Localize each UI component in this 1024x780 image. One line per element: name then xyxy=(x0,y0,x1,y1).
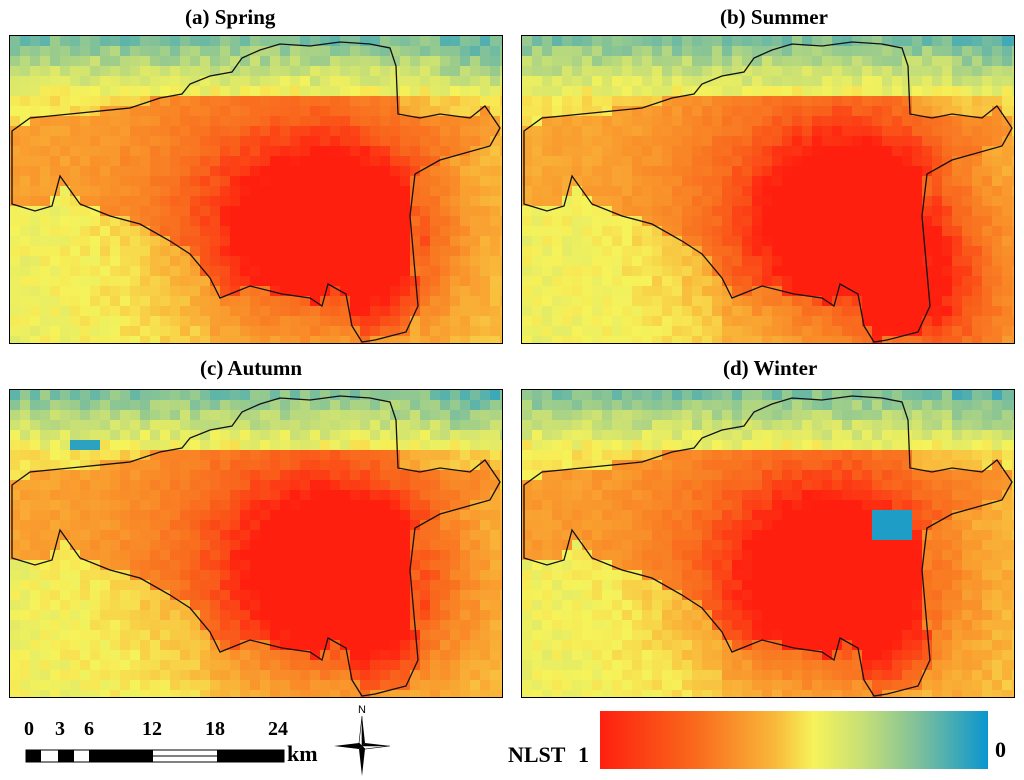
panel-title-summer: (b) Summer xyxy=(720,5,828,29)
map-panel-winter xyxy=(521,389,1015,698)
city-boundary xyxy=(11,41,501,343)
legend-min-label: 0 xyxy=(995,737,1006,762)
scale-tick-label: 18 xyxy=(205,718,225,740)
compass-rose-icon xyxy=(334,716,390,776)
north-label: N xyxy=(358,704,366,716)
scale-tick-label: 0 xyxy=(24,718,34,740)
panel-title-winter: (d) Winter xyxy=(723,356,818,380)
scale-tick-label: 3 xyxy=(55,718,65,740)
panel-title-spring: (a) Spring xyxy=(185,5,276,29)
map-panel-spring xyxy=(9,35,503,344)
legend-max-label: 1 xyxy=(578,742,589,767)
scale-bar-graphic xyxy=(25,749,285,763)
map-panel-autumn xyxy=(9,389,503,698)
nlst-raster xyxy=(10,390,502,697)
north-arrow: N xyxy=(334,704,390,776)
scale-tick-label: 24 xyxy=(268,718,288,740)
city-boundary xyxy=(523,41,1013,343)
city-boundary xyxy=(523,395,1013,697)
city-boundary xyxy=(11,395,501,697)
nlst-raster xyxy=(522,36,1014,343)
legend-title: NLST xyxy=(508,742,566,767)
panel-title-autumn: (c) Autumn xyxy=(200,356,303,380)
scale-tick-label: 12 xyxy=(142,718,162,740)
nlst-raster xyxy=(522,390,1014,697)
scale-unit: km xyxy=(287,741,318,766)
nlst-raster xyxy=(10,36,502,343)
scale-tick-label: 6 xyxy=(84,718,94,740)
map-panel-summer xyxy=(521,35,1015,344)
legend-colorbar xyxy=(600,711,988,769)
